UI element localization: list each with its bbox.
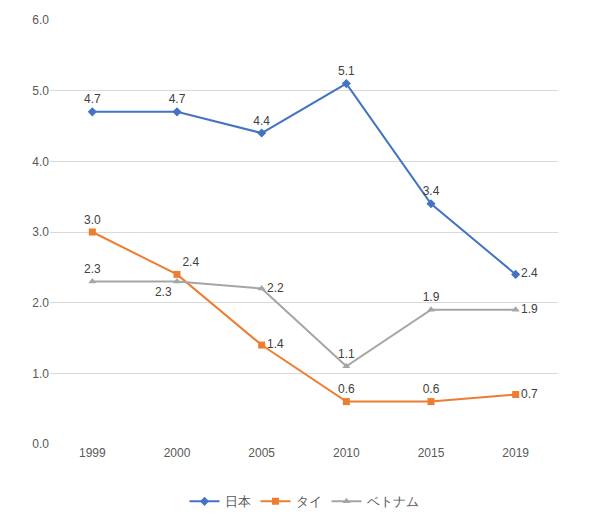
svg-text:2.3: 2.3 [84,262,101,276]
svg-text:0.6: 0.6 [338,382,355,396]
svg-text:2010: 2010 [333,446,360,460]
svg-text:2.2: 2.2 [267,281,284,295]
svg-text:2.4: 2.4 [182,255,199,269]
svg-text:3.4: 3.4 [423,184,440,198]
svg-text:2015: 2015 [418,446,445,460]
svg-text:5.0: 5.0 [32,84,49,98]
svg-text:2019: 2019 [502,446,529,460]
svg-text:4.4: 4.4 [253,114,270,128]
svg-text:1999: 1999 [79,446,106,460]
svg-text:3.0: 3.0 [84,213,101,227]
svg-text:5.1: 5.1 [338,64,355,78]
svg-text:1.9: 1.9 [423,290,440,304]
svg-text:4.7: 4.7 [84,92,101,106]
svg-text:4.7: 4.7 [169,92,186,106]
svg-text:タイ: タイ [296,494,322,509]
svg-text:0.7: 0.7 [521,387,538,401]
svg-text:1.4: 1.4 [267,337,284,351]
svg-text:0.6: 0.6 [423,382,440,396]
svg-text:日本: 日本 [225,494,251,509]
svg-text:1.9: 1.9 [521,302,538,316]
svg-text:ベトナム: ベトナム [367,494,419,509]
svg-text:1.1: 1.1 [338,347,355,361]
svg-text:4.0: 4.0 [32,155,49,169]
svg-text:2.4: 2.4 [521,266,538,280]
svg-text:6.0: 6.0 [32,13,49,27]
svg-text:2.3: 2.3 [155,285,172,299]
svg-text:2000: 2000 [164,446,191,460]
svg-text:2.0: 2.0 [32,296,49,310]
svg-text:0.0: 0.0 [32,437,49,451]
svg-text:2005: 2005 [248,446,275,460]
svg-text:3.0: 3.0 [32,225,49,239]
svg-text:1.0: 1.0 [32,367,49,381]
